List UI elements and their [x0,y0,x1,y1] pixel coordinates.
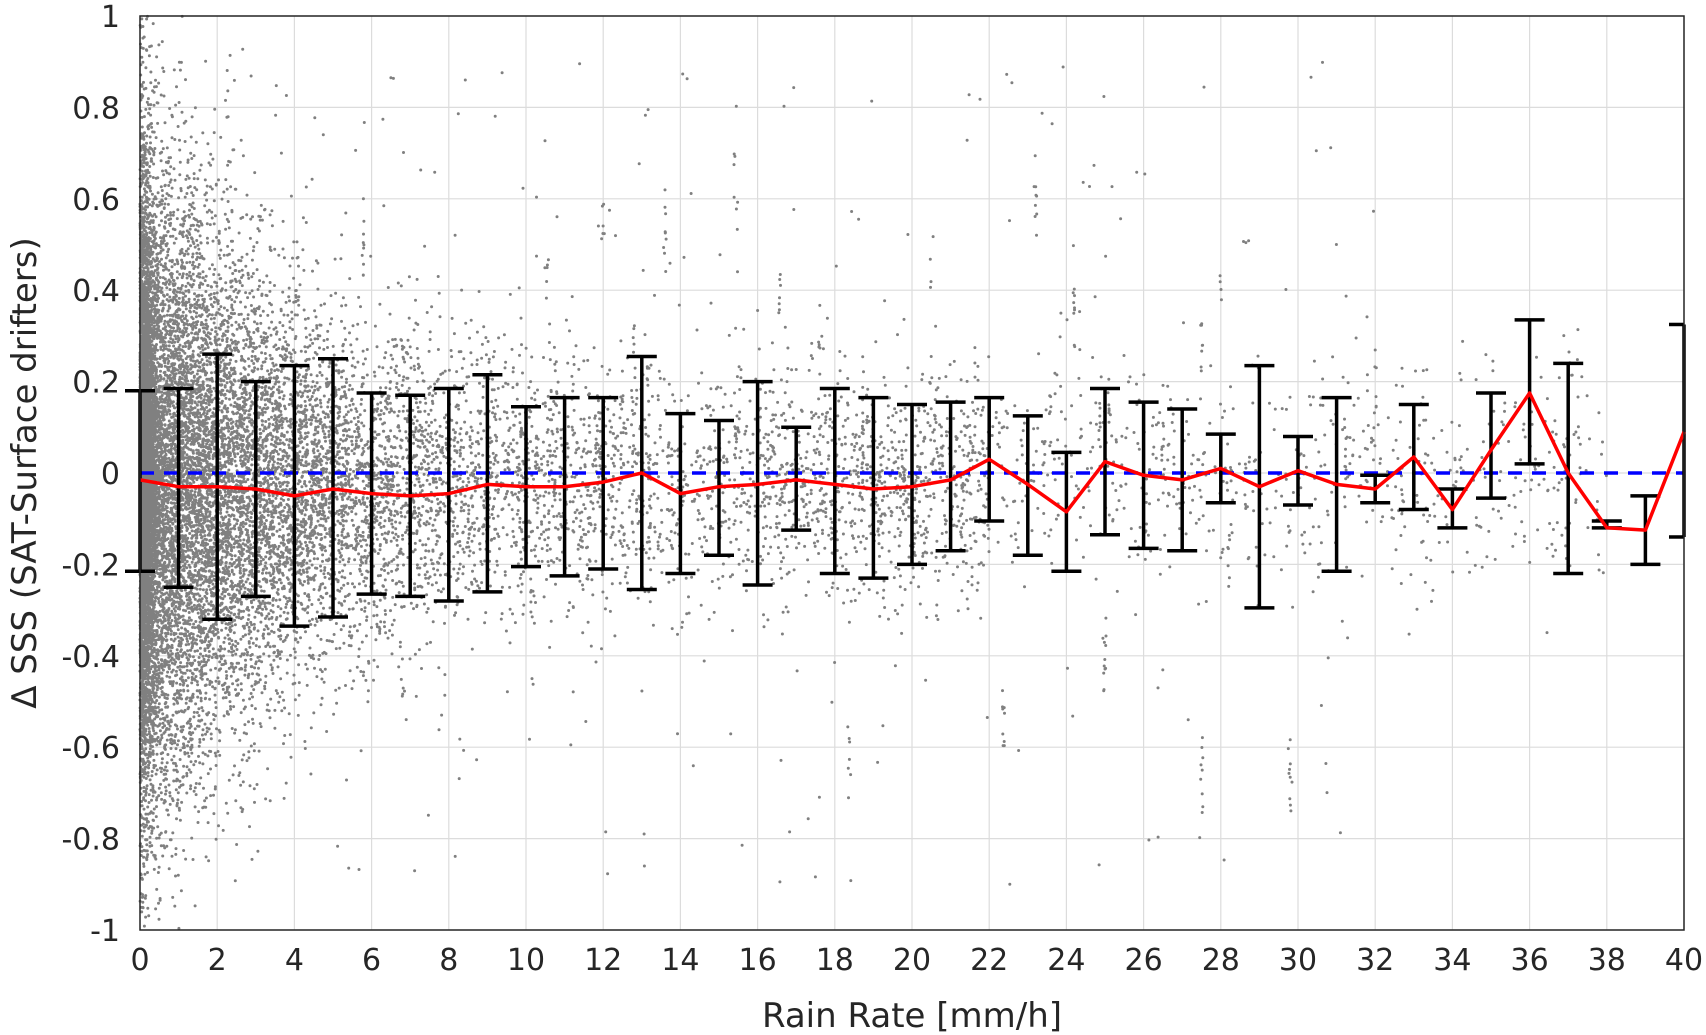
x-tick-label: 18 [816,943,854,978]
y-tick-labels: 1 0.8 0.6 0.4 0.2 0 -0.2 -0.4 -0.6 -0.8 -1 [61,0,120,949]
y-tick-label: 0.6 [72,183,120,218]
x-tick-label: 16 [739,943,777,978]
x-tick-labels: 0 2 4 6 8 10 12 14 16 18 20 22 24 26 28 30 32 34 36 38 40 [130,943,1703,978]
error-bar [897,402,927,567]
x-tick-label: 6 [362,943,381,978]
x-tick-label: 20 [893,943,931,978]
y-tick-label: -0.4 [61,640,120,675]
y-tick-label: 0.4 [72,274,120,309]
mean-line [139,391,1686,532]
x-axis-label: Rain Rate [mm/h] [762,996,1062,1035]
x-tick-label: 38 [1588,943,1626,978]
x-tick-label: 34 [1433,943,1471,978]
y-tick-label: -0.8 [61,823,120,858]
error-bar [1476,391,1506,500]
y-tick-label: -0.2 [61,548,120,583]
x-tick-label: 26 [1125,943,1163,978]
x-tick-label: 24 [1047,943,1085,978]
y-tick-label: 1 [101,0,120,35]
y-tick-label: 0.2 [72,366,120,401]
y-tick-label: 0.8 [72,91,120,126]
x-tick-label: 28 [1202,943,1240,978]
x-tick-label: 32 [1356,943,1394,978]
x-tick-label: 2 [208,943,227,978]
x-tick-label: 4 [285,943,304,978]
x-tick-label: 12 [584,943,622,978]
x-tick-label: 22 [970,943,1008,978]
y-axis-label: Δ SSS (SAT-Surface drifters) [5,237,45,709]
plot-frame [139,15,1685,931]
error-bar [819,386,850,576]
x-tick-label: 0 [130,943,149,978]
x-tick-label: 40 [1665,943,1703,978]
x-tick-label: 8 [439,943,458,978]
x-tick-label: 14 [661,943,699,978]
error-bar [1553,361,1584,576]
x-tick-label: 10 [507,943,545,978]
x-tick-label: 30 [1279,943,1317,978]
y-tick-label: 0 [101,457,120,492]
x-tick-label: 36 [1511,943,1549,978]
y-tick-label: -1 [90,914,120,949]
error-bar [935,400,966,553]
y-tick-label: -0.6 [61,731,120,766]
